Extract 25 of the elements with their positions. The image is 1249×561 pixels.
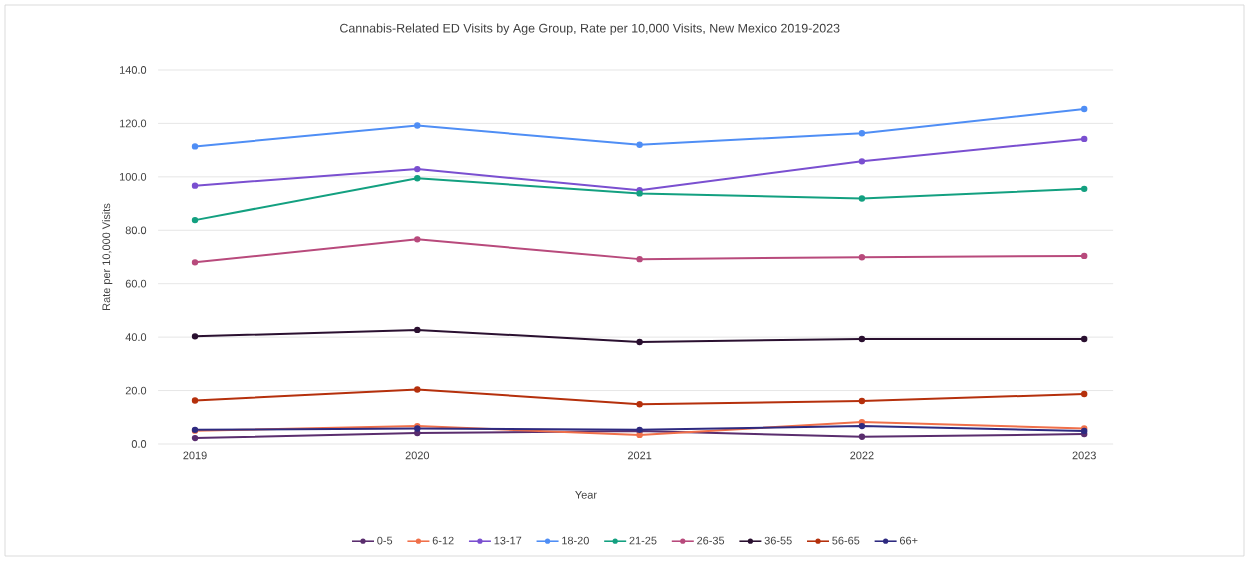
- legend-label: 6-12: [432, 536, 454, 545]
- legend-label: 36-55: [764, 536, 792, 545]
- x-tick-label: 2021: [627, 451, 652, 460]
- x-axis-title: Year: [575, 491, 597, 499]
- y-tick-label: 100.0: [119, 172, 147, 181]
- y-tick-label: 0.0: [131, 440, 147, 448]
- legend-label: 26-35: [697, 536, 725, 545]
- legend-label: 21-25: [629, 536, 657, 545]
- y-tick-label: 40.0: [125, 333, 147, 342]
- x-tick-label: 2019: [183, 451, 207, 460]
- x-tick-label: 2022: [850, 451, 874, 460]
- x-tick-label: 2023: [1072, 451, 1096, 460]
- y-tick-label: 120.0: [119, 119, 147, 128]
- y-tick-label: 80.0: [125, 226, 147, 235]
- legend-label: 13-17: [494, 536, 522, 545]
- y-tick-label: 140.0: [119, 66, 147, 74]
- legend-label: 56-65: [832, 536, 860, 545]
- legend-label: 0-5: [377, 536, 393, 545]
- chart-title: Cannabis-Related ED Visits by Age Group, Rate per 10,000 Visits, New Mexico 2019-2023: [340, 23, 840, 36]
- legend-label: 66+: [899, 536, 918, 545]
- x-tick-label: 2020: [405, 451, 430, 460]
- y-tick-label: 60.0: [125, 279, 147, 288]
- y-axis-title: Rate per 10,000 Visits: [102, 203, 113, 310]
- y-tick-label: 20.0: [125, 386, 147, 395]
- legend-label: 18-20: [562, 536, 589, 545]
